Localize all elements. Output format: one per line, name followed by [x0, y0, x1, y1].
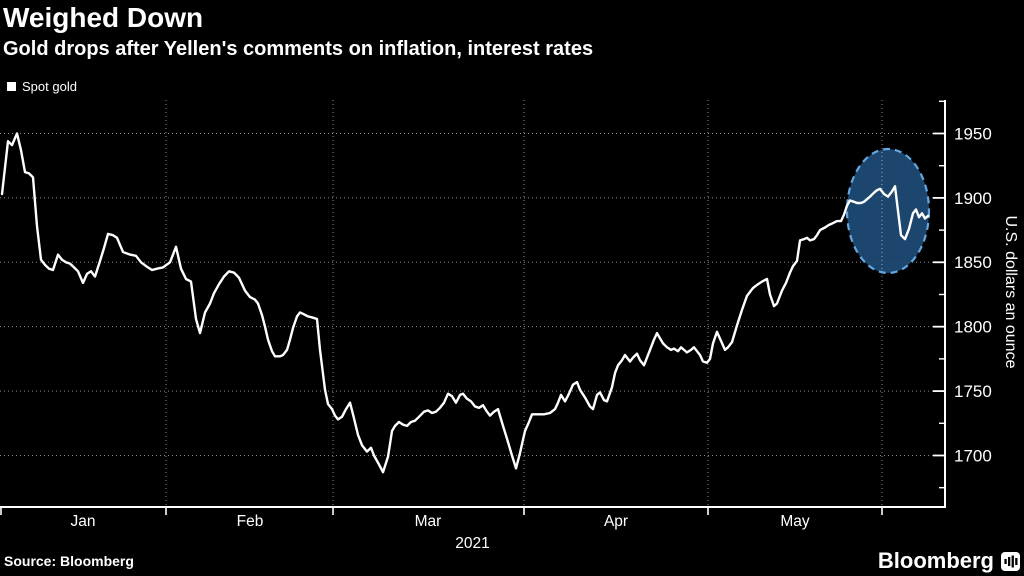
svg-text:1950: 1950 — [954, 124, 992, 143]
bloomberg-wordmark: Bloomberg — [877, 548, 994, 573]
highlight-ellipse — [847, 149, 929, 273]
source-note: Source: Bloomberg — [4, 553, 134, 569]
bloomberg-logo: Bloomberg — [878, 548, 1020, 574]
svg-text:May: May — [780, 513, 810, 530]
y-gridlines — [0, 132, 945, 456]
bloomberg-bars-icon — [1001, 551, 1020, 571]
legend-label: Spot gold — [22, 79, 77, 94]
svg-text:1700: 1700 — [954, 446, 992, 465]
y-axis-title: U.S. dollars an ounce — [1002, 216, 1019, 369]
x-gridlines — [165, 100, 883, 507]
highlight-ellipse-border — [845, 147, 931, 275]
legend: Spot gold — [7, 79, 77, 94]
price-line — [0, 132, 930, 474]
legend-marker-square — [7, 82, 16, 91]
svg-text:Mar: Mar — [415, 513, 442, 530]
svg-text:1900: 1900 — [954, 189, 992, 208]
svg-text:1750: 1750 — [954, 382, 992, 401]
svg-text:Apr: Apr — [604, 513, 628, 530]
axes — [0, 100, 946, 515]
axis-labels: 1700 1750 1800 1850 1900 1950 Jan Feb Mar Apr May 2… — [71, 124, 992, 552]
page-title: Weighed Down — [3, 2, 204, 33]
year-label: 2021 — [455, 535, 489, 552]
chart-subtitle: Gold drops after Yellen's comments on in… — [3, 38, 594, 60]
svg-text:Jan: Jan — [71, 513, 96, 530]
svg-text:1800: 1800 — [954, 318, 992, 337]
svg-text:Feb: Feb — [237, 513, 264, 530]
svg-text:1850: 1850 — [954, 253, 992, 272]
